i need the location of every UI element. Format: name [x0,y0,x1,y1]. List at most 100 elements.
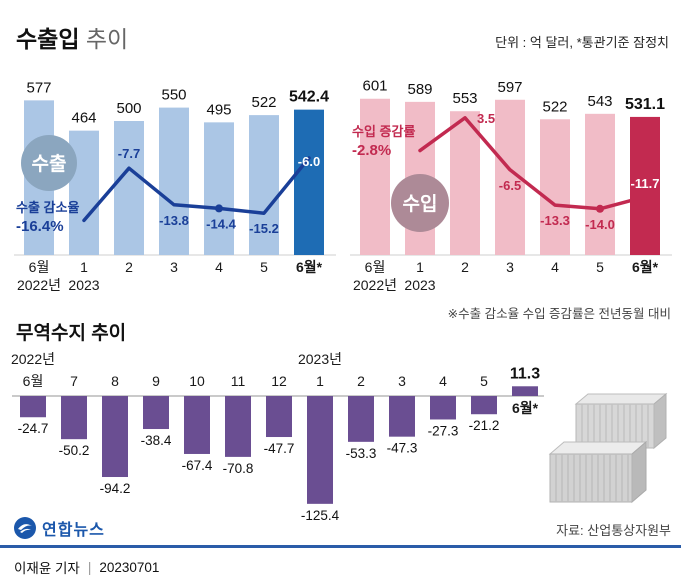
rate-series-name: 수출 감소율 [16,200,79,215]
rate-point [596,204,604,213]
value-label: -21.2 [469,418,500,433]
month-label: 6월 [29,259,50,275]
bar [389,396,415,437]
footer-divider [0,545,681,548]
value-label: -27.3 [428,423,459,438]
value-label: -50.2 [59,443,90,458]
bar [450,111,480,255]
rate-label: -15.2 [249,221,279,236]
year-label: 2022년 [353,277,397,293]
value-label: -53.3 [346,446,377,461]
value-label: -38.4 [141,433,172,448]
import-chart: 601 589 553 597 522 543 531.1 6월 1 2 3 4 5 6월* 2022년 20… [350,78,672,293]
rate-first-value: -2.8% [352,142,391,159]
bar [249,115,279,255]
month-label: 7 [70,373,78,389]
yonhap-logo-text: 연합뉴스 [42,522,105,539]
bar [471,396,497,415]
bar [512,386,538,396]
page-title: 수출입 추이 [16,20,128,54]
month-label: 3 [398,373,406,389]
value-label: -94.2 [100,481,131,496]
bar [225,396,251,457]
month-label: 11 [231,373,246,389]
value-label: 531.1 [625,96,665,113]
rate-label: -7.7 [118,146,140,161]
trade-balance-chart: -24.7 6월 -50.2 7 -94.2 8 -38.4 9 -67.4 10 -70.8 11 -… [11,351,544,523]
credit-author: 이재윤 기자 [14,561,80,576]
month-label: 5 [260,259,268,275]
value-label: 522 [542,98,567,115]
value-label: 495 [206,101,231,118]
month-label: 4 [215,259,223,275]
value-label: 500 [116,100,141,117]
bar [143,396,169,430]
badge-label: 수입 [403,193,438,215]
month-label: 1 [80,259,88,275]
value-label: 577 [26,79,51,96]
rate-label: -13.8 [159,213,189,228]
rate-label: -6.0 [298,154,320,169]
bar [630,116,660,255]
value-label: 543 [587,93,612,110]
month-label: 12 [271,373,287,389]
value-label: 601 [362,78,387,95]
badge-label: 수출 [32,153,67,175]
value-label: -24.7 [18,421,49,436]
page-title-rest: 추이 [79,26,129,52]
rate-label: -13.3 [540,213,570,228]
month-label: 8 [111,373,119,389]
bar [69,130,99,255]
rate-label: -14.0 [585,217,615,232]
value-label: 542.4 [289,89,329,106]
bar [585,113,615,255]
value-label: -67.4 [182,458,213,473]
month-label: 2 [357,373,365,389]
year-label: 2022년 [17,277,61,293]
rate-line [82,156,311,223]
month-label: 3 [170,259,178,275]
bar [266,396,292,438]
year-label: 2023년 [298,351,342,367]
bar [540,119,570,255]
value-label: -70.8 [223,461,254,476]
rate-label: 3.5 [477,111,495,126]
bar [61,396,87,440]
badge-circle [391,174,449,232]
export-chart: 577 464 500 550 495 522 542.4 6월 1 2 3 4 5 6월* 2022년 20… [14,79,336,293]
balance-title: 무역수지 추이 [16,323,127,344]
month-label: 6월* [632,259,659,275]
month-label: 5 [480,373,488,389]
rate-label: -14.4 [206,216,236,231]
bar [430,396,456,420]
month-label: 1 [316,373,324,389]
value-label: 11.3 [510,365,540,382]
month-label: 3 [506,259,514,275]
bar [184,396,210,454]
year-label: 2023 [68,277,99,293]
bar [114,121,144,255]
bar [294,109,324,255]
month-label: 2 [461,259,469,275]
month-label: 6월 [365,259,386,275]
value-label: 464 [71,110,96,127]
month-label: 1 [416,259,424,275]
bar [348,396,374,442]
credit-separator: | [87,559,92,575]
month-label: 10 [189,373,205,389]
bar [307,396,333,504]
year-label: 2022년 [11,351,55,367]
value-label: -125.4 [301,508,340,523]
credit-line: 이재윤 기자 | 20230701 [14,557,159,577]
bar [360,98,390,255]
month-label: 9 [152,373,160,389]
value-label: -47.3 [387,441,418,456]
value-label: -47.7 [264,441,295,456]
value-label: 589 [407,81,432,98]
month-label: 2 [125,259,133,275]
month-label: 4 [439,373,447,389]
source-note: 자료: 산업통상자원부 [556,523,671,538]
rate-point [215,204,223,213]
container-illustration [548,392,668,504]
bar [102,396,128,478]
